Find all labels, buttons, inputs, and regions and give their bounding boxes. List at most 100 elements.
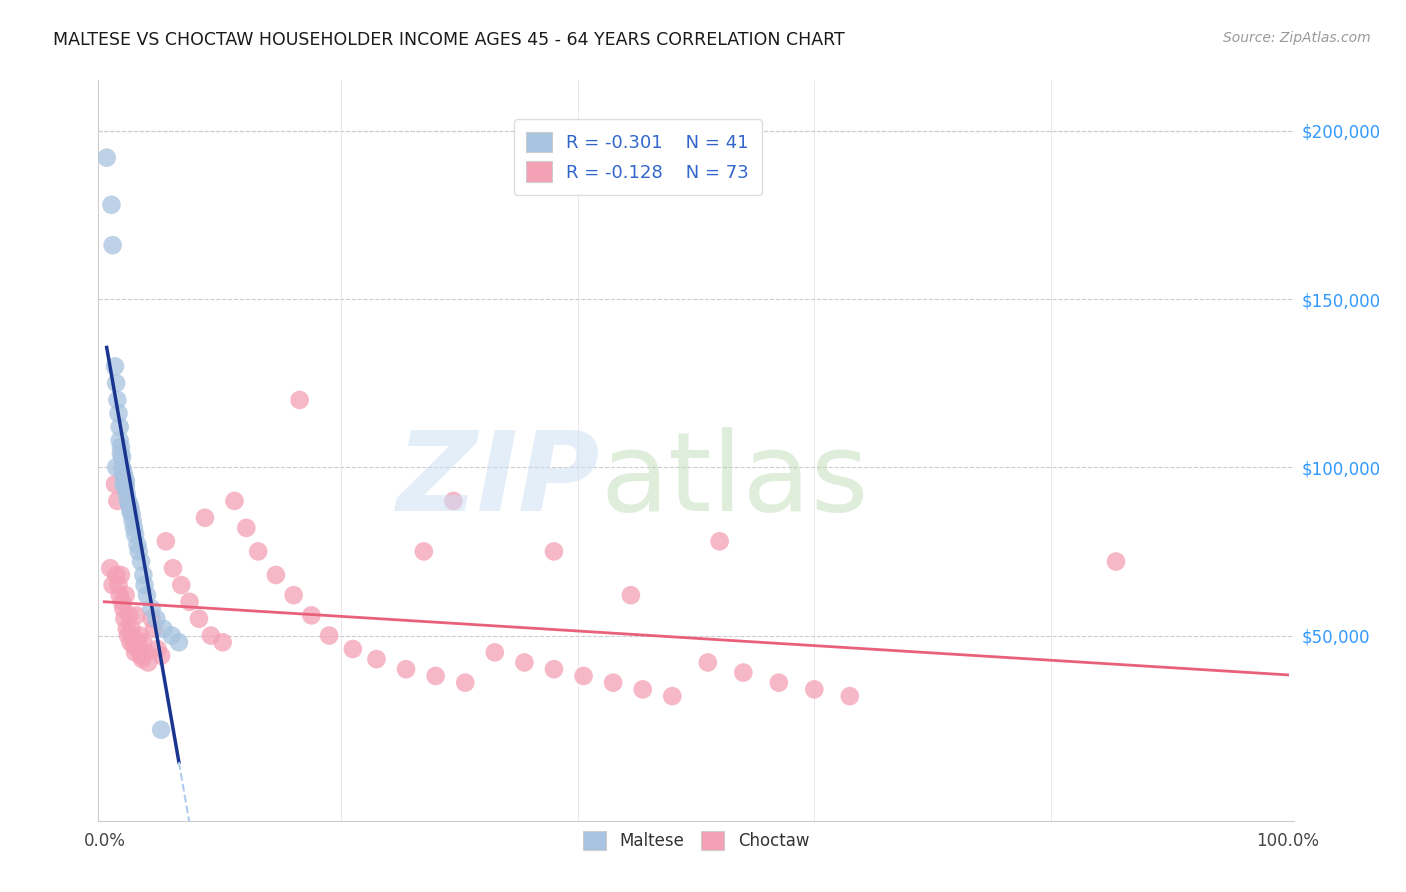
- Point: [513, 656, 536, 670]
- Point: [366, 652, 388, 666]
- Point: [150, 723, 173, 737]
- Text: ZIP: ZIP: [396, 426, 600, 533]
- Point: [454, 675, 477, 690]
- Point: [121, 629, 143, 643]
- Point: [118, 497, 141, 511]
- Point: [121, 508, 143, 522]
- Point: [125, 608, 148, 623]
- Text: MALTESE VS CHOCTAW HOUSEHOLDER INCOME AGES 45 - 64 YEARS CORRELATION CHART: MALTESE VS CHOCTAW HOUSEHOLDER INCOME AG…: [53, 31, 845, 49]
- Point: [110, 447, 132, 461]
- Point: [803, 682, 825, 697]
- Point: [101, 578, 124, 592]
- Point: [194, 510, 217, 524]
- Point: [170, 578, 193, 592]
- Point: [143, 622, 166, 636]
- Point: [696, 656, 718, 670]
- Point: [115, 622, 138, 636]
- Point: [484, 645, 506, 659]
- Point: [288, 392, 311, 407]
- Point: [441, 494, 464, 508]
- Point: [709, 534, 731, 549]
- Point: [112, 601, 135, 615]
- Point: [124, 645, 146, 659]
- Point: [264, 568, 287, 582]
- Point: [128, 642, 150, 657]
- Point: [131, 652, 153, 666]
- Point: [110, 568, 132, 582]
- Point: [620, 588, 643, 602]
- Point: [121, 514, 143, 528]
- Point: [136, 656, 159, 670]
- Point: [412, 544, 434, 558]
- Point: [101, 238, 124, 252]
- Point: [96, 151, 118, 165]
- Point: [200, 629, 222, 643]
- Point: [247, 544, 270, 558]
- Text: atlas: atlas: [600, 426, 869, 533]
- Point: [141, 601, 163, 615]
- Point: [114, 470, 136, 484]
- Point: [124, 527, 146, 541]
- Point: [128, 629, 150, 643]
- Point: [543, 544, 565, 558]
- Point: [661, 689, 683, 703]
- Point: [768, 675, 790, 690]
- Point: [120, 635, 142, 649]
- Point: [107, 407, 129, 421]
- Point: [572, 669, 595, 683]
- Point: [98, 561, 121, 575]
- Point: [105, 568, 128, 582]
- Point: [162, 561, 184, 575]
- Point: [150, 648, 173, 663]
- Point: [134, 578, 156, 592]
- Point: [118, 608, 141, 623]
- Point: [111, 450, 134, 465]
- Point: [1105, 554, 1128, 569]
- Point: [114, 588, 136, 602]
- Point: [114, 474, 136, 488]
- Point: [188, 612, 211, 626]
- Point: [179, 595, 201, 609]
- Point: [224, 494, 246, 508]
- Point: [122, 521, 145, 535]
- Point: [108, 434, 131, 448]
- Point: [115, 487, 138, 501]
- Point: [129, 648, 152, 663]
- Point: [283, 588, 305, 602]
- Point: [107, 578, 129, 592]
- Legend: Maltese, Choctaw: Maltese, Choctaw: [576, 824, 815, 856]
- Point: [114, 481, 136, 495]
- Point: [110, 440, 132, 454]
- Point: [112, 467, 135, 481]
- Point: [121, 622, 143, 636]
- Point: [146, 642, 169, 657]
- Point: [425, 669, 447, 683]
- Point: [733, 665, 755, 680]
- Point: [127, 538, 149, 552]
- Point: [631, 682, 654, 697]
- Point: [395, 662, 418, 676]
- Point: [127, 635, 149, 649]
- Point: [318, 629, 340, 643]
- Point: [132, 568, 155, 582]
- Point: [602, 675, 624, 690]
- Point: [120, 504, 142, 518]
- Point: [155, 534, 177, 549]
- Point: [128, 544, 150, 558]
- Point: [114, 612, 136, 626]
- Point: [104, 477, 127, 491]
- Point: [543, 662, 565, 676]
- Point: [342, 642, 364, 657]
- Point: [136, 588, 159, 602]
- Point: [105, 376, 128, 391]
- Point: [108, 588, 131, 602]
- Point: [111, 595, 134, 609]
- Point: [112, 477, 135, 491]
- Point: [160, 629, 183, 643]
- Point: [152, 622, 174, 636]
- Point: [117, 494, 139, 508]
- Point: [145, 612, 167, 626]
- Point: [105, 494, 128, 508]
- Point: [100, 198, 122, 212]
- Point: [135, 645, 157, 659]
